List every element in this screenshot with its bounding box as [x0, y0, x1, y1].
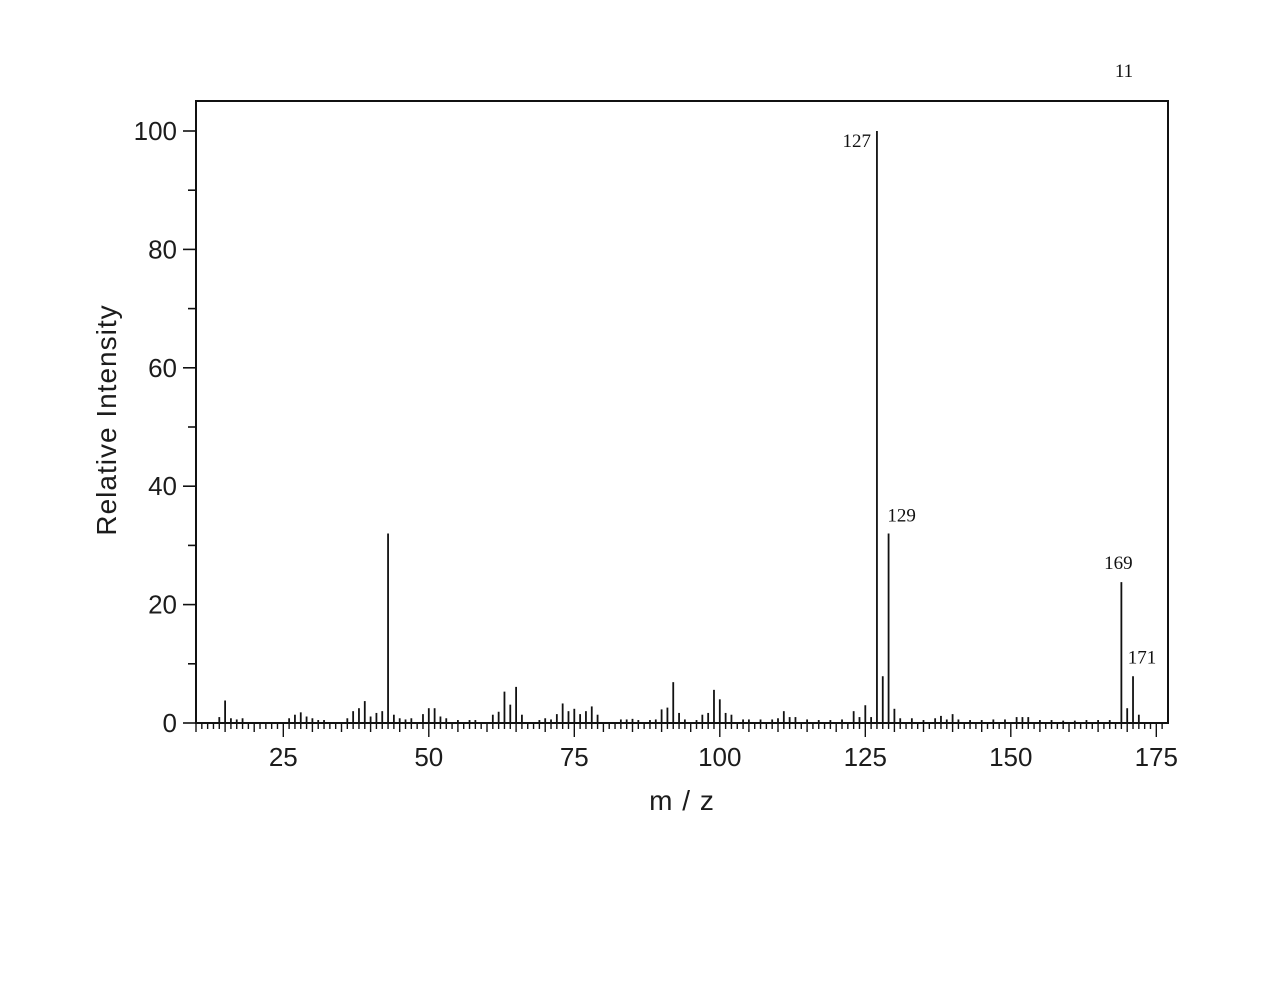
y-tick-label: 80	[148, 234, 177, 264]
y-tick-label: 100	[134, 116, 177, 146]
x-tick-label: 100	[698, 742, 741, 772]
peak-label-171: 171	[1128, 648, 1157, 669]
x-tick-labels: 25 50 75 100 125 150 175	[269, 742, 1178, 772]
y-ticks	[183, 130, 196, 724]
x-tick-label: 175	[1135, 742, 1178, 772]
page-number: 11	[1115, 61, 1133, 82]
peaks	[218, 131, 1140, 722]
x-ticks	[195, 723, 1163, 737]
peak-labels: 127 129 169 171	[842, 131, 1156, 669]
peak-label-129: 129	[887, 506, 916, 527]
y-tick-labels: 0 20 40 60 80 100	[134, 116, 177, 738]
y-axis-title: Relative Intensity	[91, 304, 122, 535]
y-tick-label: 0	[163, 708, 177, 738]
x-tick-label: 125	[844, 742, 887, 772]
peak-label-169: 169	[1104, 553, 1133, 574]
peak-label-127: 127	[842, 131, 871, 152]
x-axis-title: m / z	[649, 785, 715, 816]
x-tick-label: 25	[269, 742, 298, 772]
y-tick-label: 20	[148, 590, 177, 620]
y-tick-label: 60	[148, 353, 177, 383]
y-tick-label: 40	[148, 471, 177, 501]
axes-box	[195, 100, 1169, 724]
x-tick-label: 75	[560, 742, 589, 772]
plot-frame	[195, 100, 1169, 724]
x-tick-label: 150	[989, 742, 1032, 772]
x-tick-label: 50	[414, 742, 443, 772]
